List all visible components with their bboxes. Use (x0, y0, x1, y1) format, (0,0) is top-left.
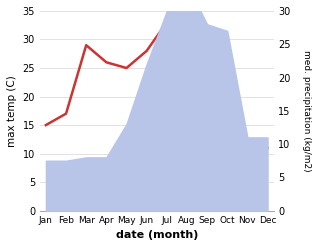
X-axis label: date (month): date (month) (115, 230, 198, 240)
Y-axis label: med. precipitation (kg/m2): med. precipitation (kg/m2) (302, 50, 311, 172)
Y-axis label: max temp (C): max temp (C) (7, 75, 17, 147)
